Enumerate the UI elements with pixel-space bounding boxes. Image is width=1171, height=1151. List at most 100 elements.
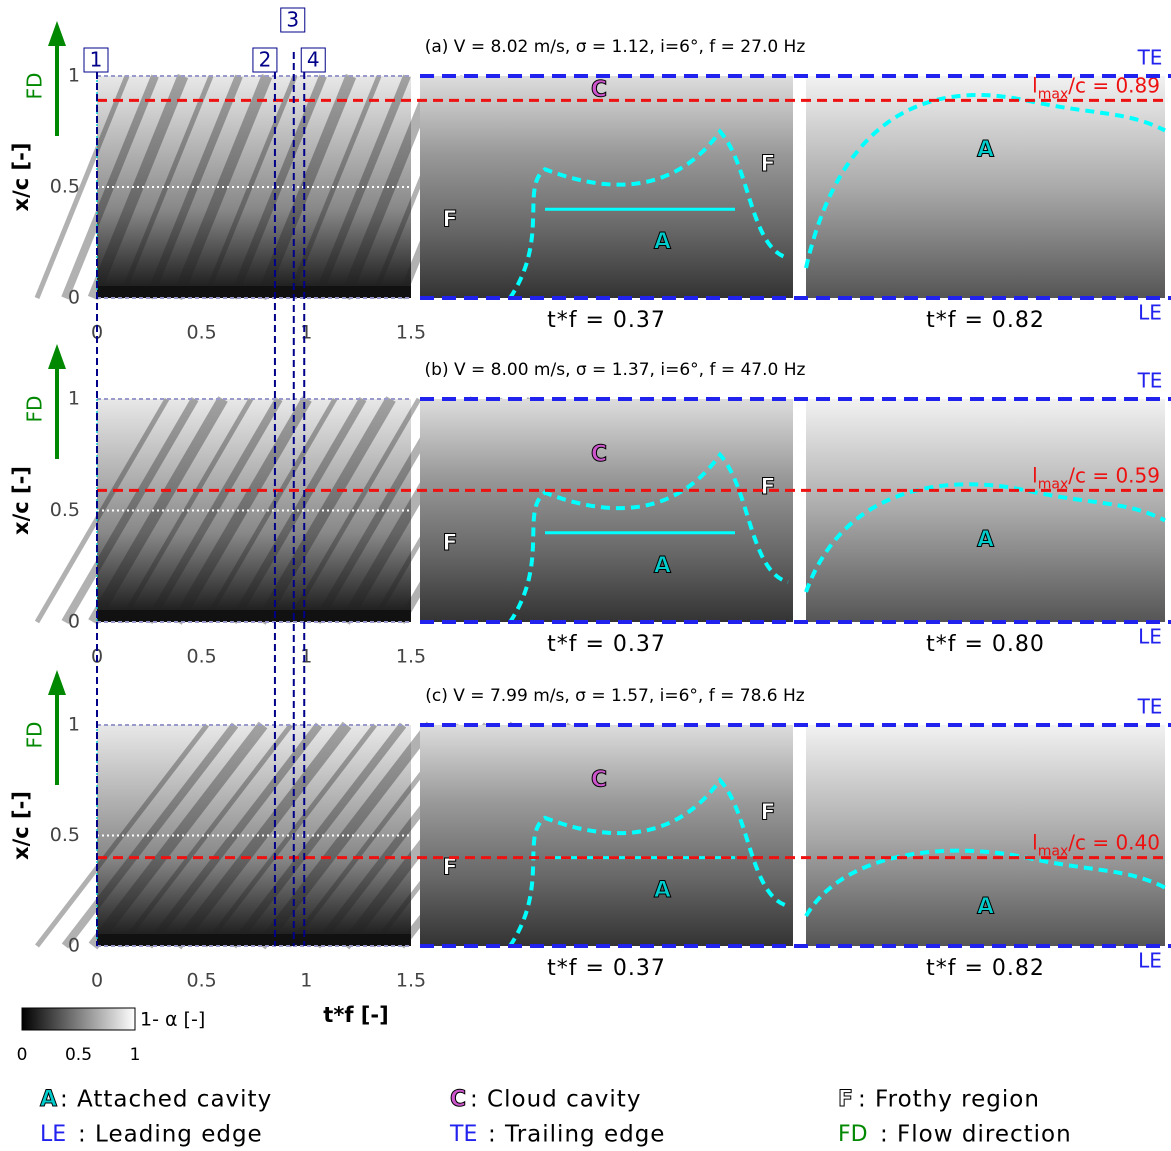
frothy-label: F (760, 475, 775, 500)
legend-text: : Trailing edge (488, 1122, 665, 1148)
streak (202, 397, 338, 624)
bottom-band (97, 610, 411, 622)
marker-box (280, 7, 306, 33)
streak (118, 397, 254, 624)
x-tick-label: 0 (91, 322, 103, 344)
snapshot-label: t*f = 0.37 (547, 308, 666, 333)
y-tick-label: 0.5 (50, 176, 80, 198)
streak (118, 75, 214, 299)
y-tick-label: 0 (68, 611, 80, 633)
marker-label: 3 (286, 8, 299, 32)
flow-label: FD (23, 722, 47, 749)
snapshot-label: t*f = 0.37 (547, 632, 666, 657)
cloud-label: C (591, 442, 607, 467)
legend-symbol: FD (838, 1122, 868, 1147)
streak (256, 721, 436, 950)
y-tick-label: 1 (68, 65, 80, 87)
snapshot-label: t*f = 0.82 (926, 308, 1045, 333)
bottom-band (97, 934, 411, 946)
attached-label: A (654, 230, 671, 255)
edge-label: LE (1138, 301, 1162, 325)
attached-label: A (654, 878, 671, 903)
colorbar-tick: 1 (130, 1045, 141, 1065)
legend-symbol: A (40, 1087, 57, 1112)
colorbar-label: 1- α [-] (140, 1009, 205, 1031)
frothy-label: F (442, 207, 457, 232)
streak (255, 73, 357, 301)
cavity-outline (508, 128, 789, 300)
y-tick-label: 0 (68, 935, 80, 957)
panel-title: (a) V = 8.02 m/s, σ = 1.12, i=6°, f = 27… (425, 37, 806, 57)
legend-text: : Cloud cavity (470, 1087, 641, 1113)
marker-label: 1 (90, 48, 103, 72)
legend-symbol: C (450, 1087, 466, 1112)
bottom-band (97, 286, 411, 298)
x-tick-label: 1 (300, 646, 312, 668)
x-tick-label: 1 (300, 322, 312, 344)
marker-box (83, 47, 109, 73)
panel-title: (b) V = 8.00 m/s, σ = 1.37, i=6°, f = 47… (425, 360, 806, 380)
streak (256, 396, 396, 625)
edge-label: TE (1137, 369, 1163, 393)
x-tick-label: 1.5 (396, 970, 426, 992)
colorbar-tick: 0.5 (65, 1045, 92, 1065)
snapshot (806, 76, 1165, 298)
y-axis-label: x/c [-] (9, 791, 33, 860)
snapshot (420, 725, 793, 946)
streak (61, 722, 239, 949)
y-tick-label: 0 (68, 287, 80, 309)
cavity-outline (804, 848, 1166, 918)
x-tick-label: 0.5 (187, 322, 217, 344)
y-tick-label: 0.5 (50, 499, 80, 521)
lmax-part: l (1032, 463, 1038, 487)
legend-symbol: F (838, 1087, 853, 1112)
frothy-label: F (760, 800, 775, 825)
snapshot-label: t*f = 0.82 (926, 956, 1045, 981)
attached-label: A (654, 553, 671, 578)
legend-symbol: LE (40, 1122, 66, 1147)
lmax-part: l (1032, 73, 1038, 97)
marker-label: 2 (259, 48, 272, 72)
streak (34, 75, 130, 299)
frothy-label: F (760, 152, 775, 177)
lmax-part: max (1038, 844, 1069, 860)
lmax-part: /c = 0.40 (1068, 830, 1160, 854)
flow-label: FD (23, 396, 47, 423)
edge-label: LE (1138, 949, 1162, 973)
x-tick-label: 1.5 (396, 646, 426, 668)
legend-text: : Leading edge (78, 1122, 263, 1148)
colorbar (21, 1007, 136, 1031)
y-tick-label: 1 (68, 714, 80, 736)
edge-label: TE (1137, 695, 1163, 719)
flow-arrowhead (48, 670, 66, 695)
frothy-label: F (442, 856, 457, 881)
y-tick-label: 0.5 (50, 824, 80, 846)
flow-arrowhead (48, 21, 66, 46)
colorbar-tick: 0 (17, 1045, 28, 1065)
flow-arrowhead (48, 344, 66, 369)
x-tick-label: 1 (300, 970, 312, 992)
snapshot (420, 76, 793, 298)
legend-text: : Frothy region (858, 1087, 1040, 1113)
snapshot (806, 725, 1165, 946)
x-tick-label: 1.5 (396, 322, 426, 344)
legend-text: : Flow direction (880, 1122, 1072, 1148)
attached-label: A (977, 137, 994, 162)
legend-symbol: TE (449, 1122, 477, 1147)
flow-label: FD (23, 73, 47, 100)
x-tick-label: 0.5 (187, 646, 217, 668)
x-tick-label: 0 (91, 970, 103, 992)
marker-label: 4 (307, 48, 320, 72)
snapshot-label: t*f = 0.80 (926, 632, 1045, 657)
cavity-outline (804, 93, 1166, 269)
edge-label: LE (1138, 625, 1162, 649)
cloud-label: C (591, 767, 607, 792)
legend-text: : Attached cavity (60, 1087, 272, 1113)
streak (61, 74, 159, 300)
attached-label: A (977, 527, 994, 552)
y-axis-label: x/c [-] (9, 466, 33, 535)
lmax-part: /c = 0.59 (1068, 463, 1160, 487)
snapshot (806, 399, 1165, 622)
streak (119, 723, 293, 948)
